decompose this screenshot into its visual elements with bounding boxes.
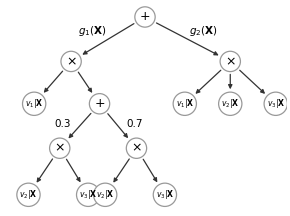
Ellipse shape xyxy=(153,183,177,206)
Text: ×: × xyxy=(55,142,65,155)
Ellipse shape xyxy=(135,7,155,27)
Text: $v_2|\mathbf{X}$: $v_2|\mathbf{X}$ xyxy=(221,97,240,110)
Text: ×: × xyxy=(225,55,235,68)
Ellipse shape xyxy=(61,51,81,71)
Ellipse shape xyxy=(264,92,287,115)
Text: +: + xyxy=(140,11,150,24)
Text: $g_2(\mathbf{X})$: $g_2(\mathbf{X})$ xyxy=(189,24,218,38)
Text: +: + xyxy=(94,97,105,110)
Text: $v_1|\mathbf{X}$: $v_1|\mathbf{X}$ xyxy=(25,97,44,110)
Text: $v_3|\mathbf{X}$: $v_3|\mathbf{X}$ xyxy=(156,188,174,201)
Ellipse shape xyxy=(77,183,100,206)
Ellipse shape xyxy=(173,92,196,115)
Text: ×: × xyxy=(66,55,76,68)
Ellipse shape xyxy=(219,92,242,115)
Text: $v_2|\mathbf{X}$: $v_2|\mathbf{X}$ xyxy=(96,188,115,201)
Ellipse shape xyxy=(126,138,147,158)
Text: $g_1(\mathbf{X})$: $g_1(\mathbf{X})$ xyxy=(77,24,106,38)
Ellipse shape xyxy=(17,183,40,206)
Text: ×: × xyxy=(131,142,142,155)
Text: $v_3|\mathbf{X}$: $v_3|\mathbf{X}$ xyxy=(79,188,97,201)
Ellipse shape xyxy=(94,183,117,206)
Ellipse shape xyxy=(23,92,46,115)
Ellipse shape xyxy=(89,94,110,114)
Text: 0.7: 0.7 xyxy=(127,119,143,129)
Text: 0.3: 0.3 xyxy=(54,119,71,129)
Text: $v_2|\mathbf{X}$: $v_2|\mathbf{X}$ xyxy=(19,188,38,201)
Ellipse shape xyxy=(50,138,70,158)
Text: $v_1|\mathbf{X}$: $v_1|\mathbf{X}$ xyxy=(175,97,194,110)
Ellipse shape xyxy=(220,51,240,71)
Text: $v_3|\mathbf{X}$: $v_3|\mathbf{X}$ xyxy=(267,97,285,110)
